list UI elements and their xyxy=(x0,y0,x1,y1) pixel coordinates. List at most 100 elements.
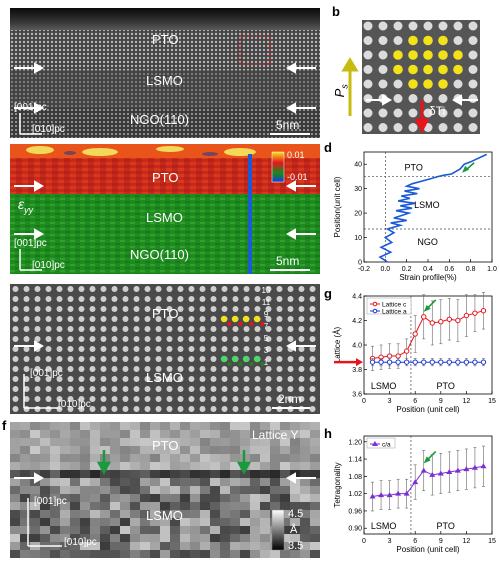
legend-entry: c/a xyxy=(382,442,391,449)
delta-ti-label: δTi xyxy=(429,104,446,118)
data-point xyxy=(480,463,487,469)
y-tick-label: 0.96 xyxy=(348,508,362,515)
data-point xyxy=(446,359,453,365)
layer-pto: PTO xyxy=(152,32,179,47)
legend: c/a xyxy=(366,437,396,449)
legend-frame xyxy=(366,297,412,315)
annotation-arrow-head xyxy=(423,456,431,464)
cbar-max: 0.01 xyxy=(287,150,305,160)
cbar-min: -0.01 xyxy=(287,172,308,182)
data-point xyxy=(403,348,410,354)
data-point xyxy=(455,359,461,365)
scale-label: 2nm xyxy=(278,392,302,406)
region-label-lsmo: LSMO xyxy=(414,200,440,210)
cbar-max: 4.5 xyxy=(288,508,304,520)
interface-arrows xyxy=(14,62,316,114)
region-label-pto: PTO xyxy=(405,162,423,172)
data-point xyxy=(378,492,385,498)
panel-b: b Ps δTi xyxy=(332,4,492,138)
panel-letter: a xyxy=(2,4,10,19)
panel-letter: b xyxy=(332,4,340,19)
data-point xyxy=(395,353,401,359)
y-tick-label: 40 xyxy=(354,162,362,169)
data-point xyxy=(395,359,401,365)
unit-cell-number: 1 xyxy=(263,358,269,367)
panel-a: a PTO LSMO NGO(110) [001]pc [010]pc 5nm xyxy=(2,4,320,138)
panel-f-title: Lattice Y xyxy=(252,428,299,442)
x-tick-label: 0.2 xyxy=(402,266,412,273)
data-point xyxy=(446,469,453,475)
data-point xyxy=(386,492,393,498)
panel-b-image xyxy=(341,20,480,134)
y-tick-label: 1.20 xyxy=(348,439,362,446)
tetragonality-chart: 0 3 6 9 12 15 0.90 0.96 1.02 1.08 1.14 1.20 Position… xyxy=(333,435,496,554)
data-point xyxy=(437,470,444,476)
y-tick-label: 4.4 xyxy=(352,294,362,301)
y-tick-label: 0.90 xyxy=(348,526,362,533)
data-point xyxy=(463,359,470,365)
data-point xyxy=(463,466,470,472)
legend-entry: Lattice c xyxy=(382,302,407,309)
panel-g: 0 3 6 9 12 15 3.6 3.8 4.0 4.2 4.4 Position (unit ce… xyxy=(324,286,498,422)
x-tick-label: 0 xyxy=(362,538,366,545)
unit-cell-number: 9 xyxy=(263,310,269,319)
unit-cell-number: 5 xyxy=(263,334,269,343)
annotation-arrow-head xyxy=(462,165,470,173)
x-tick-label: 15 xyxy=(488,538,496,545)
data-point xyxy=(472,359,478,365)
data-point xyxy=(395,490,402,496)
x-tick-label: 12 xyxy=(463,538,471,545)
x-axis-label: Strain profile(%) xyxy=(399,273,457,282)
panel-d: -0.2 0.0 0.2 0.4 0.6 0.8 1.0 0 10 20 30 40 Strain pr… xyxy=(324,140,497,282)
lattice-chart: 0 3 6 9 12 15 3.6 3.8 4.0 4.2 4.4 Position (unit ce… xyxy=(333,292,496,414)
x-tick-label: 15 xyxy=(488,398,496,405)
x-tick-label: 3 xyxy=(388,398,392,405)
data-point xyxy=(369,493,376,499)
x-tick-label: -0.2 xyxy=(358,266,370,273)
legend-frame xyxy=(366,437,396,449)
x-tick-label: 9 xyxy=(439,538,443,545)
x-tick-label: 0.4 xyxy=(423,266,433,273)
strain-profile-chart: -0.2 0.0 0.2 0.4 0.6 0.8 1.0 0 10 20 30 40 Strain pr… xyxy=(333,151,497,282)
y-tick-label: 1.08 xyxy=(348,474,362,481)
layer-pto: PTO xyxy=(152,170,179,185)
data-point xyxy=(369,359,376,365)
y-axis-label: Position(unit cell) xyxy=(333,176,342,237)
x-axis-label: Position (unit cell) xyxy=(396,545,459,554)
axis-label-v: [001]pc xyxy=(14,238,47,249)
axis-label-v: [001]pc xyxy=(14,102,47,113)
data-point xyxy=(472,310,478,316)
legend-marker xyxy=(372,441,378,446)
panel-letter: c xyxy=(2,140,10,155)
x-axis-label: Position (unit cell) xyxy=(396,405,459,414)
y-tick-label: 30 xyxy=(354,186,362,193)
axis-indicator xyxy=(19,113,42,135)
reference-arrow-head xyxy=(356,358,363,367)
x-tick-label: 12 xyxy=(463,398,471,405)
data-point xyxy=(386,353,393,359)
data-point xyxy=(403,490,410,496)
legend-marker xyxy=(372,308,378,314)
panel-a-image xyxy=(10,8,320,138)
data-point xyxy=(412,479,419,485)
panel-h: 0 3 6 9 12 15 0.90 0.96 1.02 1.08 1.14 1.20 Position… xyxy=(324,426,498,562)
layer-lsmo: LSMO xyxy=(146,73,183,88)
panel-c: c PTO LSMO NGO(110) εyy 0.01 -0.01 [001]… xyxy=(2,140,320,274)
data-point xyxy=(438,359,444,365)
axis-label-h: [010]pc xyxy=(32,260,65,271)
y-tick-label: 4.0 xyxy=(352,343,362,350)
strain-series-line xyxy=(378,153,488,263)
cbar-min: 3.5 xyxy=(288,540,304,552)
y-tick-label: 0 xyxy=(358,260,362,267)
panel-c-image xyxy=(10,144,320,274)
unit-cell-number: 13 xyxy=(261,286,271,295)
data-point xyxy=(438,319,444,325)
region-label-ngo: NGO xyxy=(417,237,438,247)
y-tick-label: 20 xyxy=(354,211,362,218)
region-label-lsmo: LSMO xyxy=(371,521,397,531)
y-axis-label: Lattice (Å) xyxy=(333,326,342,363)
data-point xyxy=(429,320,435,326)
panel-letter: e xyxy=(2,280,10,295)
y-tick-label: 1.02 xyxy=(348,491,362,498)
